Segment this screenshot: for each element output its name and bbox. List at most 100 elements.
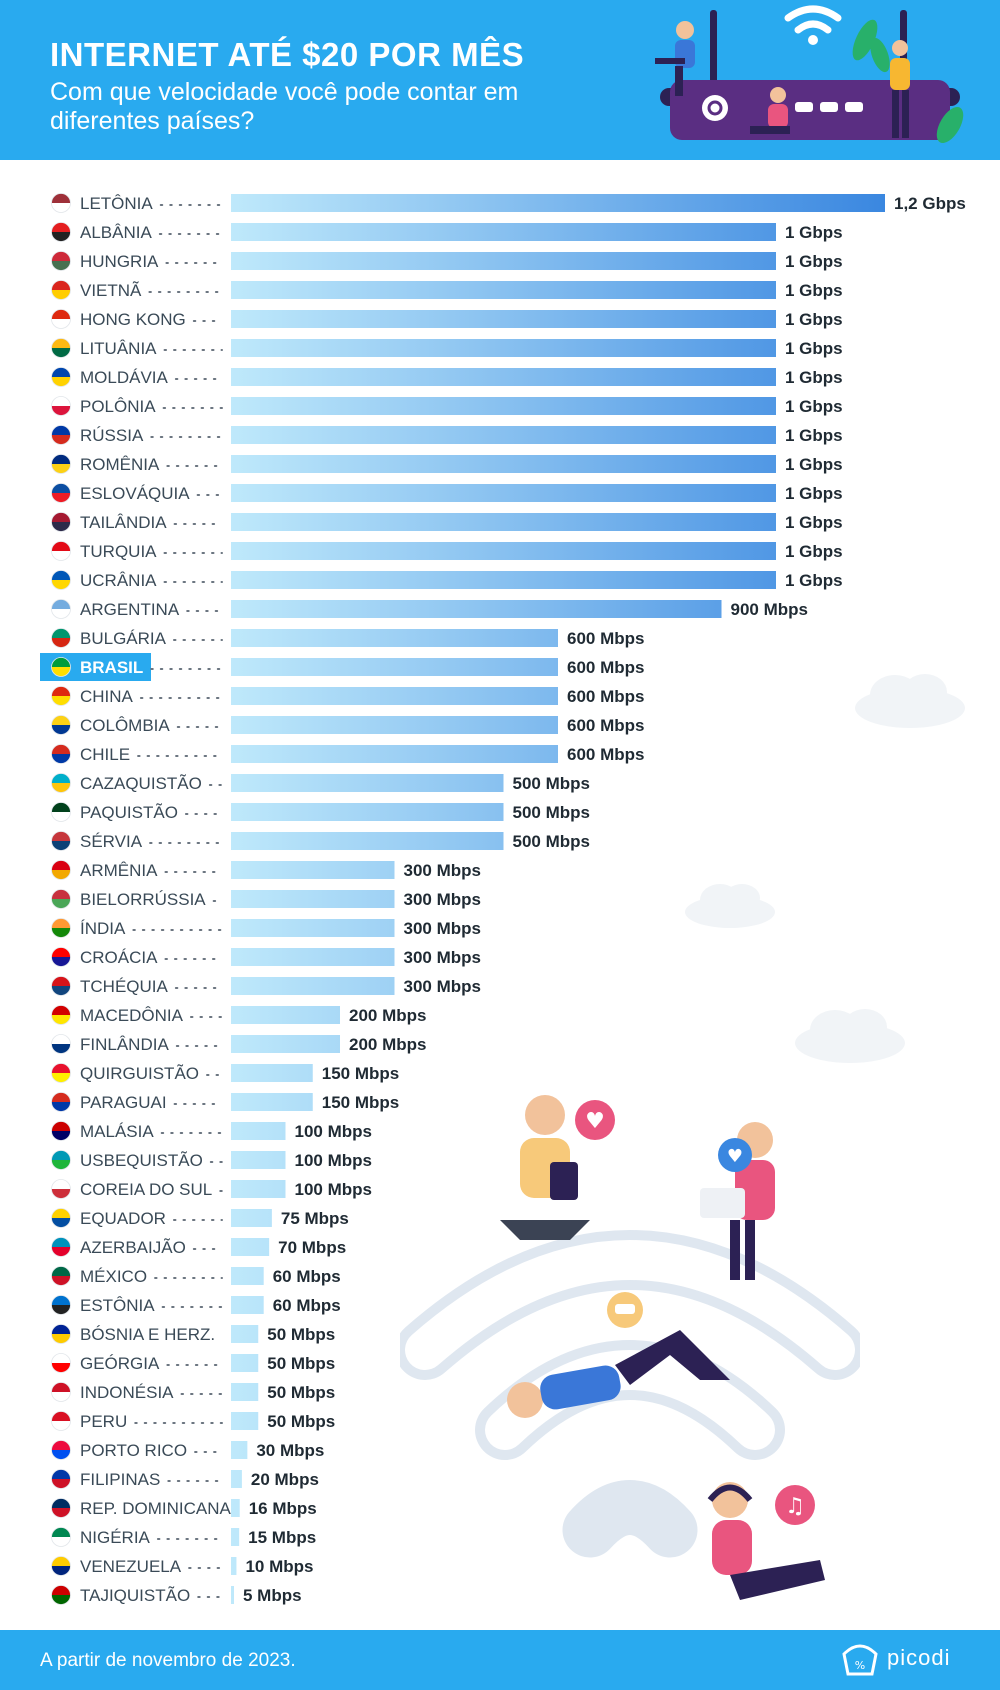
country-label: CHILE <box>80 745 130 764</box>
value-label: 1 Gbps <box>785 571 843 590</box>
value-label: 75 Mbps <box>281 1209 349 1228</box>
flag-border <box>51 1208 71 1228</box>
chart-row: CHINA 600 Mbps <box>51 686 644 706</box>
header-illustration <box>655 5 964 144</box>
flag-bottom <box>51 1566 71 1576</box>
country-label: BÓSNIA E HERZ. <box>80 1325 215 1344</box>
flag-border <box>51 1382 71 1402</box>
flag-border <box>51 773 71 793</box>
chart-row: REP. DOMINICANA 16 Mbps <box>51 1498 317 1518</box>
country-label: PARAGUAI <box>80 1093 167 1112</box>
flag-icon <box>51 1179 71 1199</box>
bar <box>231 745 558 763</box>
flag-bottom <box>51 899 71 909</box>
flag-bottom <box>51 1276 71 1286</box>
bar <box>231 1006 340 1024</box>
flag-border <box>51 541 71 561</box>
value-label: 15 Mbps <box>248 1528 316 1547</box>
country-label: BULGÁRIA <box>80 629 167 648</box>
person-with-headphones-icon <box>707 1482 825 1600</box>
brand-name: picodi <box>887 1645 951 1670</box>
flag-bottom <box>51 667 71 677</box>
country-label: VIETNÃ <box>80 281 142 300</box>
flag-icon <box>51 1556 71 1576</box>
country-label: FILIPINAS <box>80 1470 160 1489</box>
flag-bottom <box>51 754 71 764</box>
flag-border <box>51 1353 71 1373</box>
country-label: FINLÂNDIA <box>80 1035 169 1054</box>
bar <box>231 252 776 270</box>
flag-border <box>51 367 71 387</box>
flag-border <box>51 425 71 445</box>
page-title: INTERNET ATÉ $20 POR MÊS <box>50 36 525 73</box>
flag-bottom <box>51 1450 71 1460</box>
wifi-icon <box>784 5 842 34</box>
plant-icon <box>852 19 964 144</box>
chart-row: PORTO RICO 30 Mbps <box>51 1440 324 1460</box>
flag-icon <box>51 541 71 561</box>
flag-bottom <box>51 348 71 358</box>
value-label: 50 Mbps <box>267 1383 335 1402</box>
flag-bottom <box>51 1363 71 1373</box>
flag-border <box>51 860 71 880</box>
value-label: 1 Gbps <box>785 368 843 387</box>
bar <box>231 484 776 502</box>
country-label: TAILÂNDIA <box>80 513 167 532</box>
cloud-icon <box>685 884 775 928</box>
flag-icon <box>51 1121 71 1141</box>
flag-icon <box>51 599 71 619</box>
country-label: TCHÉQUIA <box>80 977 169 996</box>
bar <box>231 774 504 792</box>
country-label: LITUÂNIA <box>80 339 157 358</box>
chart-row: GEÓRGIA 50 Mbps <box>51 1353 335 1373</box>
value-label: 60 Mbps <box>273 1296 341 1315</box>
value-label: 300 Mbps <box>404 948 481 967</box>
chart-row: HONG KONG 1 Gbps <box>51 309 843 329</box>
flag-border <box>51 599 71 619</box>
flag-bottom <box>51 406 71 416</box>
value-label: 200 Mbps <box>349 1006 426 1025</box>
bar <box>231 1064 313 1082</box>
flag-bottom <box>51 1334 71 1344</box>
flag-icon <box>51 1382 71 1402</box>
flag-bottom <box>51 1218 71 1228</box>
flag-icon <box>51 1498 71 1518</box>
flag-bottom <box>51 812 71 822</box>
flag-border <box>51 715 71 735</box>
flag-icon <box>51 657 71 677</box>
svg-text:♫: ♫ <box>785 1494 805 1519</box>
flag-bottom <box>51 232 71 242</box>
bar <box>231 1267 264 1285</box>
value-label: 30 Mbps <box>256 1441 324 1460</box>
flag-icon <box>51 831 71 851</box>
chart-row: INDONÉSIA 50 Mbps <box>51 1382 335 1402</box>
bar <box>231 513 776 531</box>
bar <box>231 803 504 821</box>
chart-row: HUNGRIA 1 Gbps <box>51 251 843 271</box>
chart-row: RÚSSIA 1 Gbps <box>51 425 843 445</box>
flag-icon <box>51 1034 71 1054</box>
bar <box>231 1412 259 1430</box>
flag-border <box>51 628 71 648</box>
country-label: HUNGRIA <box>80 252 159 271</box>
value-label: 1,2 Gbps <box>894 194 966 213</box>
country-label: ARMÊNIA <box>80 861 158 880</box>
flag-bottom <box>51 435 71 445</box>
chart-row: COLÔMBIA 600 Mbps <box>51 715 644 735</box>
flag-bottom <box>51 1479 71 1489</box>
country-label: ARGENTINA <box>80 600 180 619</box>
person-with-phone-icon <box>890 40 910 138</box>
chart-row: BRASIL 600 Mbps <box>40 653 644 681</box>
chart-row: PARAGUAI 150 Mbps <box>51 1092 399 1112</box>
chart-row: TAILÂNDIA 1 Gbps <box>51 512 843 532</box>
value-label: 1 Gbps <box>785 542 843 561</box>
bar <box>231 1354 259 1372</box>
flag-icon <box>51 1440 71 1460</box>
value-label: 70 Mbps <box>278 1238 346 1257</box>
flag-icon <box>51 251 71 271</box>
flag-icon <box>51 1063 71 1083</box>
person-with-laptop-icon <box>700 1122 775 1280</box>
flag-bottom <box>51 609 71 619</box>
country-label: ESLOVÁQUIA <box>80 484 190 503</box>
svg-text:%: % <box>855 1659 865 1672</box>
